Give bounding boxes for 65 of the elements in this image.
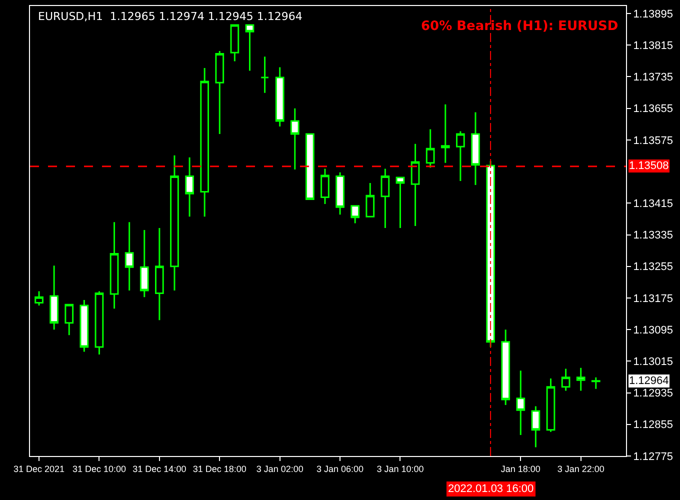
- candlestick: [591, 376, 600, 390]
- y-tick-label: 1.13575: [633, 134, 673, 147]
- x-tick-label: 2022.01.03 16:00: [448, 483, 534, 495]
- candlestick: [320, 168, 330, 205]
- x-tick-label: 3 Jan 02:00: [256, 464, 304, 474]
- candlestick: [215, 50, 224, 135]
- candlestick: [471, 112, 480, 186]
- y-tick-label: 1.13655: [633, 103, 673, 116]
- x-tick-label: 31 Dec 2021: [14, 464, 65, 474]
- y-tick-label: 1.12855: [633, 419, 673, 432]
- candlestick: [306, 133, 314, 200]
- candlestick: [546, 378, 556, 433]
- candlestick: [80, 299, 89, 352]
- candlestick: [380, 168, 390, 229]
- candlestick: [366, 182, 375, 218]
- y-tick-label: 1.12775: [633, 450, 673, 463]
- y-tick-label: 1.13815: [633, 40, 673, 52]
- candlestick: [440, 104, 450, 164]
- candlestick: [260, 56, 270, 94]
- x-tick-label: 31 Dec 14:00: [132, 464, 186, 474]
- candlestick: [64, 304, 74, 336]
- candlestick: [501, 328, 510, 406]
- candlestick: [170, 154, 179, 292]
- candlestick: [110, 221, 119, 310]
- ref-line-label: 1.13508: [629, 160, 669, 172]
- x-tick-label: Jan 18:00: [500, 464, 540, 474]
- y-tick-label: 1.13895: [633, 8, 673, 20]
- x-tick-label: 31 Dec 10:00: [72, 464, 126, 474]
- y-tick-label: 1.13335: [633, 230, 673, 242]
- candlestick: [94, 290, 104, 356]
- candlestick: [34, 290, 44, 306]
- x-tick-label: 31 Dec 18:00: [192, 464, 246, 474]
- candlestick: [245, 24, 254, 72]
- y-tick-label: 1.13015: [633, 356, 673, 368]
- candlestick: [290, 108, 300, 170]
- candlestick: [275, 66, 284, 128]
- text: 1.12964: [629, 375, 669, 387]
- chart-title: EURUSD,H1 1.12965 1.12974 1.12945 1.12964: [38, 10, 302, 23]
- candlestick: [531, 405, 540, 448]
- candlestick: [396, 176, 405, 229]
- candlestick: [516, 370, 526, 436]
- candlestick: [230, 24, 240, 62]
- x-tick-label: 3 Jan 10:00: [376, 464, 424, 474]
- candlestick: [140, 229, 149, 298]
- x-tick-label: 3 Jan 22:00: [557, 464, 604, 474]
- candlestick: [456, 130, 465, 182]
- candlestick: [336, 172, 344, 216]
- x-tick-label: 3 Jan 06:00: [316, 464, 364, 474]
- candlestick: [576, 367, 586, 392]
- y-tick-label: 1.13175: [633, 292, 673, 305]
- y-tick-label: 1.13095: [633, 324, 673, 336]
- y-tick-label: 1.13255: [633, 261, 673, 274]
- candlestick: [185, 156, 194, 218]
- annotation: 60% Bearish (H1): EURUSD: [421, 19, 618, 34]
- y-tick-label: 1.13735: [633, 72, 673, 84]
- candlestick: [410, 143, 420, 227]
- candlestick: [200, 67, 210, 218]
- candlestick: [50, 264, 59, 330]
- candlestick: [124, 221, 134, 292]
- y-tick-label: 1.13415: [633, 198, 673, 210]
- candlestick: [426, 128, 435, 168]
- candlestick: [155, 227, 164, 321]
- y-tick-label: 1.12935: [633, 388, 673, 400]
- candlestick: [350, 205, 360, 224]
- candlestick: [561, 368, 570, 392]
